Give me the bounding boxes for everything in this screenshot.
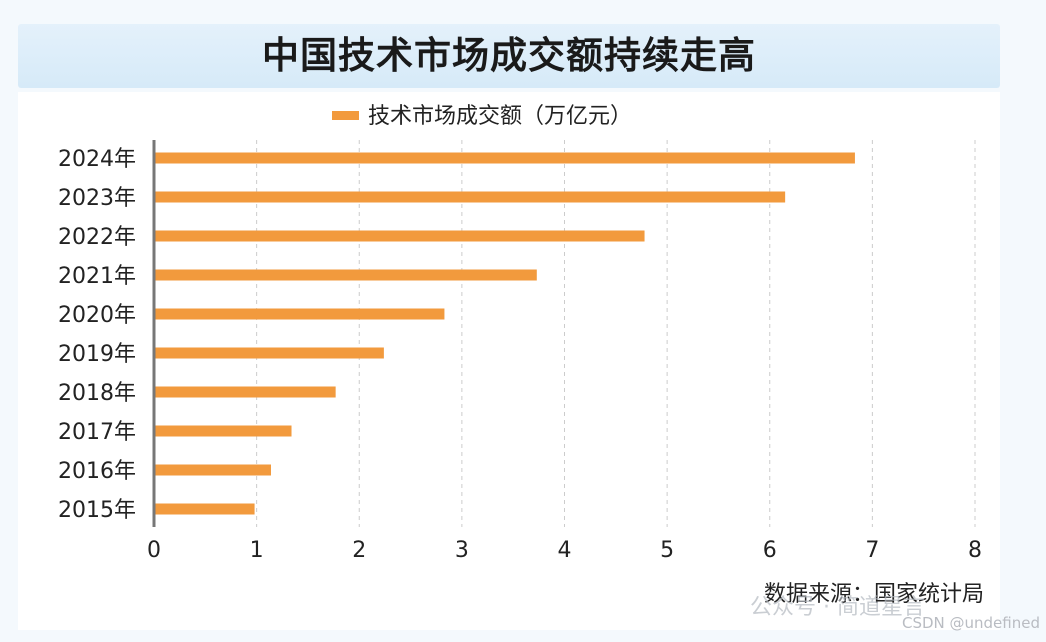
bar-2016年 — [154, 464, 271, 476]
csdn-watermark: CSDN @undefined — [901, 614, 1040, 632]
x-tick-label-0: 0 — [147, 538, 161, 563]
legend-label: 技术市场成交额（万亿元） — [368, 104, 632, 129]
x-tick-label-2: 2 — [352, 538, 366, 563]
title-band — [18, 24, 1000, 88]
x-tick-label-7: 7 — [865, 538, 879, 563]
bar-2017年 — [154, 425, 292, 437]
y-tick-label-2018年: 2018年 — [58, 381, 136, 406]
x-tick-label-3: 3 — [455, 538, 469, 563]
source-note: 数据来源：国家统计局 — [764, 582, 984, 607]
bar-2022年 — [154, 230, 645, 242]
legend-swatch — [332, 111, 359, 120]
bar-2024年 — [154, 152, 855, 164]
y-tick-label-2024年: 2024年 — [58, 147, 136, 172]
x-tick-label-4: 4 — [558, 538, 572, 563]
legend: 技术市场成交额（万亿元） — [332, 104, 632, 129]
x-tick-label-1: 1 — [250, 538, 264, 563]
y-tick-label-2015年: 2015年 — [58, 498, 136, 523]
bar-2020年 — [154, 308, 445, 320]
x-tick-label-5: 5 — [660, 538, 674, 563]
y-tick-label-2020年: 2020年 — [58, 303, 136, 328]
y-tick-label-2022年: 2022年 — [58, 225, 136, 250]
chart-title: 中国技术市场成交额持续走高 — [262, 34, 756, 77]
overlay-watermark: 公众号 · 简道星言 — [750, 595, 925, 620]
y-tick-label-2023年: 2023年 — [58, 186, 136, 211]
y-tick-label-2019年: 2019年 — [58, 342, 136, 367]
bar-2021年 — [154, 269, 537, 281]
bar-2023年 — [154, 191, 786, 203]
bar-2018年 — [154, 386, 336, 398]
y-tick-label-2016年: 2016年 — [58, 459, 136, 484]
x-tick-label-8: 8 — [968, 538, 982, 563]
bar-2015年 — [154, 503, 255, 515]
x-tick-label-6: 6 — [763, 538, 777, 563]
y-tick-label-2021年: 2021年 — [58, 264, 136, 289]
bar-2019年 — [154, 347, 384, 359]
y-tick-label-2017年: 2017年 — [58, 420, 136, 445]
plot-panel — [18, 92, 1000, 630]
